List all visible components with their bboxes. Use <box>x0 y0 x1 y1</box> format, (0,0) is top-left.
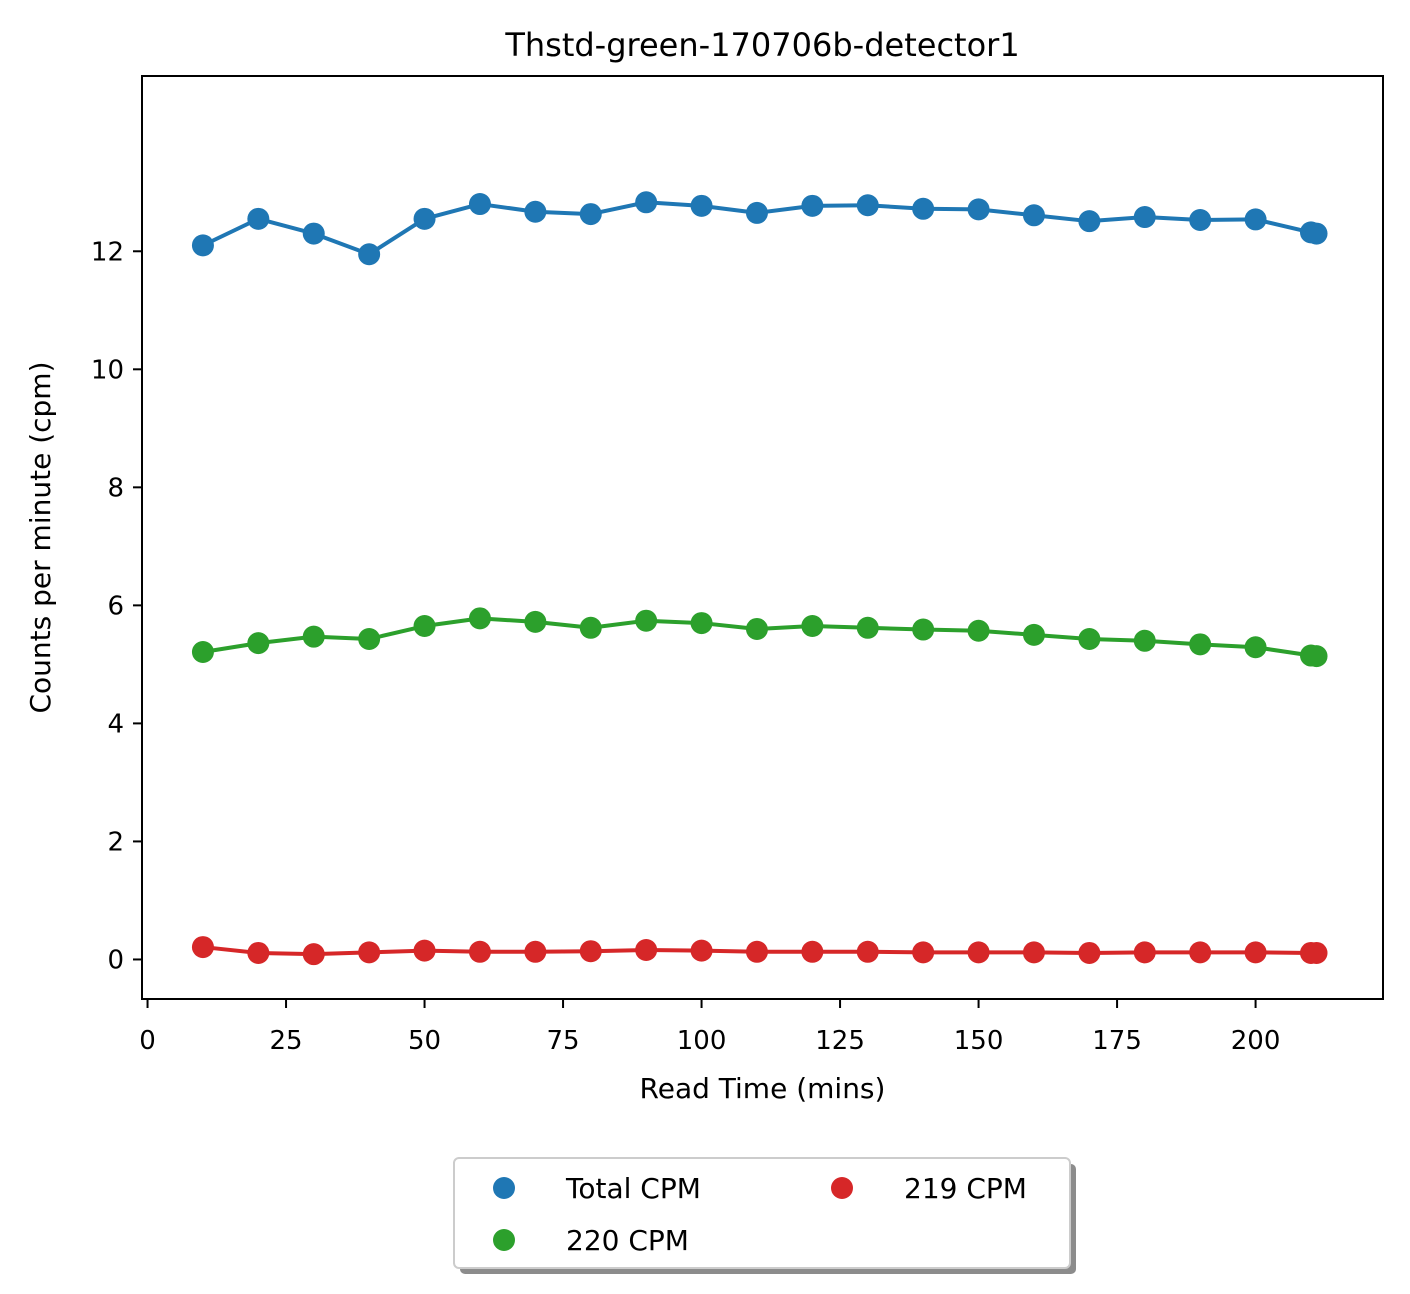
x-tick-label: 75 <box>547 1026 580 1056</box>
data-point-total-cpm <box>413 207 436 230</box>
y-tick-label: 8 <box>107 473 124 503</box>
data-point-219-cpm <box>967 941 990 964</box>
y-tick-label: 0 <box>107 945 124 975</box>
series-line-total-cpm <box>200 200 1319 257</box>
data-point-219-cpm <box>247 941 270 964</box>
legend-box <box>453 1157 1071 1269</box>
data-point-220-cpm <box>745 617 768 640</box>
data-point-219-cpm <box>856 940 879 963</box>
data-point-total-cpm <box>358 243 381 266</box>
data-point-total-cpm <box>1022 204 1045 227</box>
data-point-219-cpm <box>579 940 602 963</box>
data-point-total-cpm <box>690 194 713 217</box>
legend-marker <box>493 1177 515 1199</box>
data-point-220-cpm <box>1305 645 1328 668</box>
data-point-220-cpm <box>468 607 491 630</box>
data-point-219-cpm <box>524 940 547 963</box>
legend-marker <box>493 1229 515 1251</box>
data-point-220-cpm <box>801 615 824 638</box>
series-line-220-cpm <box>200 616 1319 659</box>
data-point-total-cpm <box>1189 209 1212 231</box>
y-tick-label: 6 <box>107 591 124 621</box>
x-axis-label: Read Time (mins) <box>640 1072 886 1105</box>
data-point-219-cpm <box>1022 941 1045 964</box>
data-point-219-cpm <box>191 936 214 959</box>
data-point-total-cpm <box>302 222 325 245</box>
data-point-220-cpm <box>856 616 879 639</box>
x-axis: 0 25 50 75 100 125 150 175 200 <box>139 999 1280 1056</box>
data-point-total-cpm <box>1078 210 1101 233</box>
data-point-total-cpm <box>856 194 879 217</box>
legend: Total CPM 219 CPM 220 CPM <box>453 1157 1076 1274</box>
data-point-219-cpm <box>1133 941 1156 964</box>
plot-area <box>141 75 1384 1000</box>
plot-frame <box>141 75 1384 1000</box>
data-point-219-cpm <box>1078 941 1101 964</box>
data-point-219-cpm <box>912 941 935 964</box>
data-point-220-cpm <box>358 628 381 651</box>
data-point-total-cpm <box>1305 222 1328 245</box>
y-tick-label: 4 <box>107 709 124 739</box>
data-point-219-cpm <box>1244 941 1267 964</box>
y-axis-label: Counts per minute (cpm) <box>24 362 57 714</box>
y-tick-label: 10 <box>91 355 124 385</box>
data-point-total-cpm <box>1244 208 1267 231</box>
data-point-220-cpm <box>1189 633 1212 656</box>
data-point-220-cpm <box>1078 628 1101 651</box>
data-point-220-cpm <box>1244 636 1267 659</box>
y-axis: 0 2 4 6 8 10 12 <box>91 237 142 975</box>
data-point-219-cpm <box>690 939 713 962</box>
data-point-219-cpm <box>1305 941 1328 964</box>
data-point-219-cpm <box>745 940 768 963</box>
data-point-total-cpm <box>967 198 990 221</box>
legend-entry-label: 219 CPM <box>904 1172 1027 1205</box>
data-point-219-cpm <box>358 941 381 964</box>
data-point-220-cpm <box>690 612 713 635</box>
data-point-total-cpm <box>745 201 768 224</box>
x-tick-label: 125 <box>815 1026 865 1056</box>
data-point-total-cpm <box>468 193 491 216</box>
x-tick-label: 50 <box>408 1026 441 1056</box>
data-point-total-cpm <box>579 203 602 226</box>
y-tick-label: 12 <box>91 237 124 267</box>
x-tick-label: 100 <box>677 1026 727 1056</box>
y-tick-label: 2 <box>107 827 124 857</box>
data-point-219-cpm <box>1189 941 1212 964</box>
data-point-total-cpm <box>247 207 270 230</box>
legend-entry-label: 220 CPM <box>566 1224 689 1257</box>
data-point-220-cpm <box>302 625 325 648</box>
data-point-220-cpm <box>247 632 270 655</box>
data-point-219-cpm <box>468 940 491 963</box>
data-point-220-cpm <box>912 618 935 641</box>
data-point-220-cpm <box>524 610 547 633</box>
chart-title: Thstd-green-170706b-detector1 <box>504 26 1019 64</box>
data-point-total-cpm <box>801 194 824 217</box>
x-tick-label: 150 <box>954 1026 1004 1056</box>
x-tick-label: 0 <box>139 1026 156 1056</box>
legend-marker <box>831 1177 853 1199</box>
data-point-total-cpm <box>635 191 658 214</box>
data-point-220-cpm <box>967 619 990 642</box>
data-point-total-cpm <box>191 234 214 257</box>
data-point-220-cpm <box>413 615 436 638</box>
data-point-219-cpm <box>801 940 824 963</box>
data-point-total-cpm <box>1133 206 1156 229</box>
data-point-219-cpm <box>413 939 436 962</box>
data-point-220-cpm <box>1133 629 1156 652</box>
data-point-220-cpm <box>1022 623 1045 646</box>
x-tick-label: 200 <box>1231 1026 1281 1056</box>
legend-entry-label: Total CPM <box>565 1172 701 1205</box>
x-tick-label: 25 <box>269 1026 302 1056</box>
data-point-total-cpm <box>524 200 547 223</box>
data-point-219-cpm <box>302 943 325 966</box>
data-point-total-cpm <box>912 197 935 220</box>
data-point-220-cpm <box>579 616 602 639</box>
series-line-219-cpm <box>200 945 1319 957</box>
data-point-220-cpm <box>635 609 658 632</box>
x-tick-label: 175 <box>1092 1026 1142 1056</box>
data-point-219-cpm <box>635 939 658 962</box>
data-point-220-cpm <box>191 640 214 663</box>
